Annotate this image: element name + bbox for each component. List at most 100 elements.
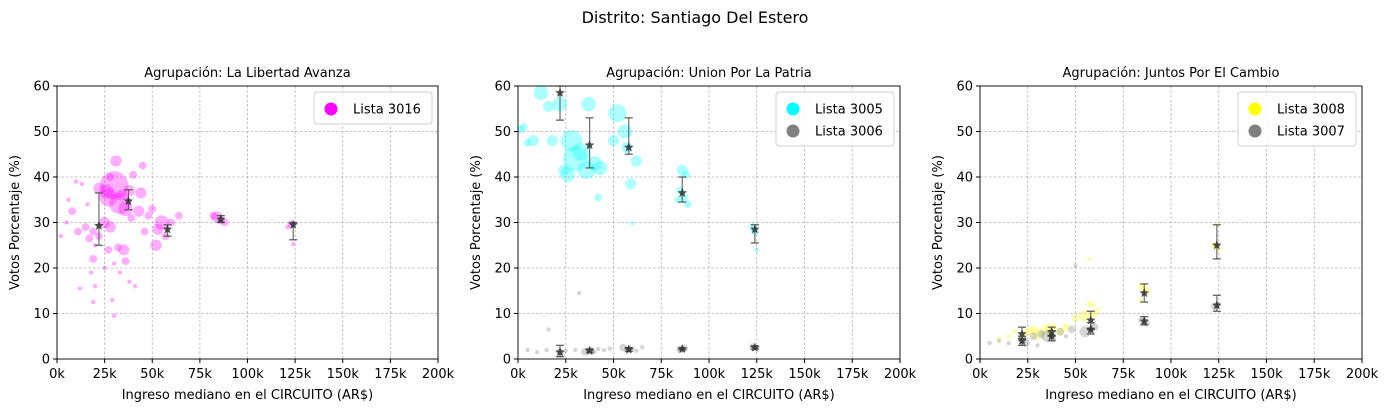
legend-marker xyxy=(786,124,800,138)
mean-star-marker xyxy=(1086,324,1096,334)
y-tick-label: 0 xyxy=(503,353,511,368)
panel-title: Agrupación: Union Por La Patria xyxy=(606,66,812,81)
x-tick-label: 200k xyxy=(422,367,455,382)
y-tick-label: 0 xyxy=(965,353,973,368)
data-point xyxy=(1012,329,1017,334)
y-tick-label: 10 xyxy=(956,307,973,322)
data-point xyxy=(118,244,130,256)
data-point xyxy=(132,284,138,289)
data-point xyxy=(996,336,1002,341)
data-layer xyxy=(518,86,760,358)
legend-label: Lista 3007 xyxy=(1277,125,1345,140)
mean-star-marker xyxy=(584,140,595,150)
y-tick-label: 40 xyxy=(956,171,973,186)
data-point xyxy=(90,299,96,305)
data-point xyxy=(630,221,635,226)
data-point xyxy=(1071,314,1080,322)
data-point xyxy=(558,164,570,176)
data-point xyxy=(92,284,98,289)
data-point xyxy=(109,192,131,215)
data-point xyxy=(135,187,147,199)
mean-star-marker xyxy=(216,214,226,224)
data-point xyxy=(79,181,84,187)
data-point xyxy=(576,290,582,296)
x-tick-label: 75k xyxy=(188,367,213,382)
x-axis-label: Ingreso mediano en el CIRCUITO (AR$) xyxy=(122,388,374,403)
data-point xyxy=(100,171,129,200)
data-point xyxy=(1006,340,1011,346)
legend-label: Lista 3005 xyxy=(815,103,883,118)
panel-title: Agrupación: Juntos Por El Cambio xyxy=(1063,66,1280,81)
legend-label: Lista 3016 xyxy=(353,103,421,118)
data-point xyxy=(121,257,130,266)
y-tick-label: 50 xyxy=(494,125,511,140)
x-axis-label: Ingreso mediano en el CIRCUITO (AR$) xyxy=(1045,388,1297,403)
y-tick-label: 10 xyxy=(33,307,50,322)
y-tick-label: 60 xyxy=(33,80,50,95)
data-point xyxy=(89,227,98,236)
data-point xyxy=(85,202,90,207)
x-tick-label: 25k xyxy=(554,367,579,382)
data-point xyxy=(572,142,591,161)
x-tick-label: 125k xyxy=(1203,367,1236,382)
data-point xyxy=(1056,327,1065,336)
data-point xyxy=(607,135,620,147)
data-point xyxy=(523,138,532,147)
data-point xyxy=(592,349,597,355)
legend-box xyxy=(1237,91,1357,147)
data-point xyxy=(594,193,603,202)
mean-star-marker xyxy=(288,219,298,229)
data-point xyxy=(601,348,607,353)
mean-star-marker xyxy=(94,220,104,230)
data-point xyxy=(527,135,539,147)
legend: Lista 3016 xyxy=(313,91,433,125)
y-tick-label: 10 xyxy=(494,307,511,322)
data-point xyxy=(118,201,133,217)
data-point xyxy=(175,211,183,220)
data-point xyxy=(630,155,643,167)
data-point xyxy=(996,338,1002,343)
data-layer xyxy=(58,155,298,318)
data-point xyxy=(73,179,79,184)
data-point xyxy=(123,185,135,197)
mean-star-marker xyxy=(750,342,760,352)
data-point xyxy=(285,224,290,230)
mean-star-marker xyxy=(555,87,565,97)
y-axis-label: Votos Porcentaje (%) xyxy=(931,155,946,290)
x-tick-label: 75k xyxy=(649,367,674,382)
data-point xyxy=(1029,325,1038,334)
mean-star-marker xyxy=(123,196,134,206)
x-tick-label: 125k xyxy=(279,367,312,382)
x-tick-label: 175k xyxy=(374,367,407,382)
mean-star-marker xyxy=(624,142,634,152)
y-tick-label: 20 xyxy=(33,262,50,277)
x-tick-label: 50k xyxy=(1063,367,1088,382)
chart-panel-2: 0k 25k 50k 75k 100k 125k 150k 175k 200k 0 10 20 30 40… xyxy=(469,66,917,403)
mean-star-marker xyxy=(677,187,688,197)
data-point xyxy=(592,160,608,176)
figure-title: Distrito: Santiago Del Estero xyxy=(581,8,809,27)
mean-star-marker xyxy=(584,345,595,355)
x-tick-label: 100k xyxy=(1155,367,1188,382)
y-axis-label: Votos Porcentaje (%) xyxy=(469,155,484,290)
data-point xyxy=(74,227,82,236)
x-tick-label: 50k xyxy=(601,367,626,382)
data-point xyxy=(1073,263,1078,268)
data-point xyxy=(754,247,759,252)
x-tick-label: 0k xyxy=(49,367,65,382)
data-point xyxy=(93,182,105,194)
data-point xyxy=(102,265,107,271)
y-tick-label: 50 xyxy=(33,125,50,140)
data-point xyxy=(209,211,218,220)
x-tick-label: 0k xyxy=(972,367,988,382)
data-point xyxy=(534,349,540,355)
data-point xyxy=(525,347,530,353)
data-point xyxy=(1086,300,1095,309)
data-point xyxy=(114,243,122,252)
legend-box xyxy=(775,91,895,147)
data-point xyxy=(608,104,627,123)
data-point xyxy=(1086,256,1092,262)
x-tick-label: 150k xyxy=(1250,367,1283,382)
data-point xyxy=(99,188,118,207)
x-tick-label: 0k xyxy=(510,367,526,382)
